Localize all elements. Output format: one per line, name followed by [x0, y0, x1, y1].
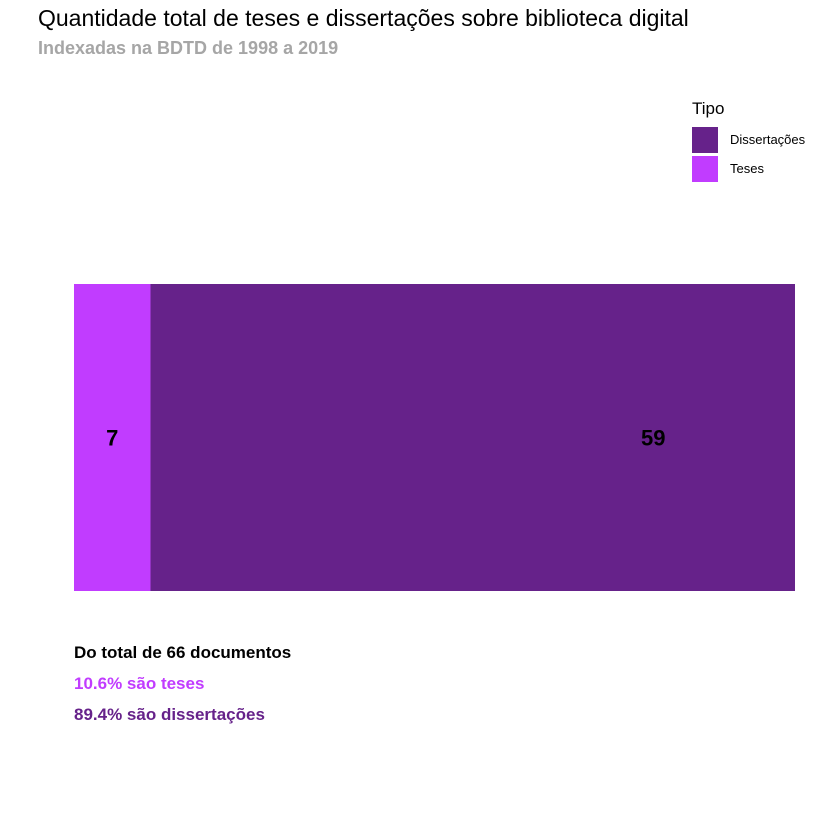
data-label-teses: 7 — [106, 426, 118, 451]
note-total: Do total de 66 documentos — [74, 643, 292, 662]
note-teses: 10.6% são teses — [74, 674, 205, 693]
bar-segment-teses — [74, 284, 151, 591]
chart-title: Quantidade total de teses e dissertações… — [38, 5, 689, 31]
legend-key-dissertacoes — [692, 126, 718, 153]
summary-notes: Do total de 66 documentos 10.6% são tese… — [74, 642, 291, 735]
legend-item-dissertacoes: Dissertações — [692, 125, 805, 154]
bar-segment-dissertacoes — [150, 284, 795, 591]
legend-item-teses: Teses — [692, 154, 805, 183]
chart-subtitle: Indexadas na BDTD de 1998 a 2019 — [38, 38, 339, 58]
legend-title: Tipo — [692, 99, 725, 118]
legend-label-teses: Teses — [730, 161, 764, 176]
legend-key-teses — [692, 155, 718, 182]
data-label-dissertacoes: 59 — [641, 426, 665, 451]
legend: Tipo Dissertações Teses — [692, 99, 805, 183]
legend-label-dissertacoes: Dissertações — [730, 132, 806, 147]
note-dissertacoes: 89.4% são dissertações — [74, 705, 265, 724]
